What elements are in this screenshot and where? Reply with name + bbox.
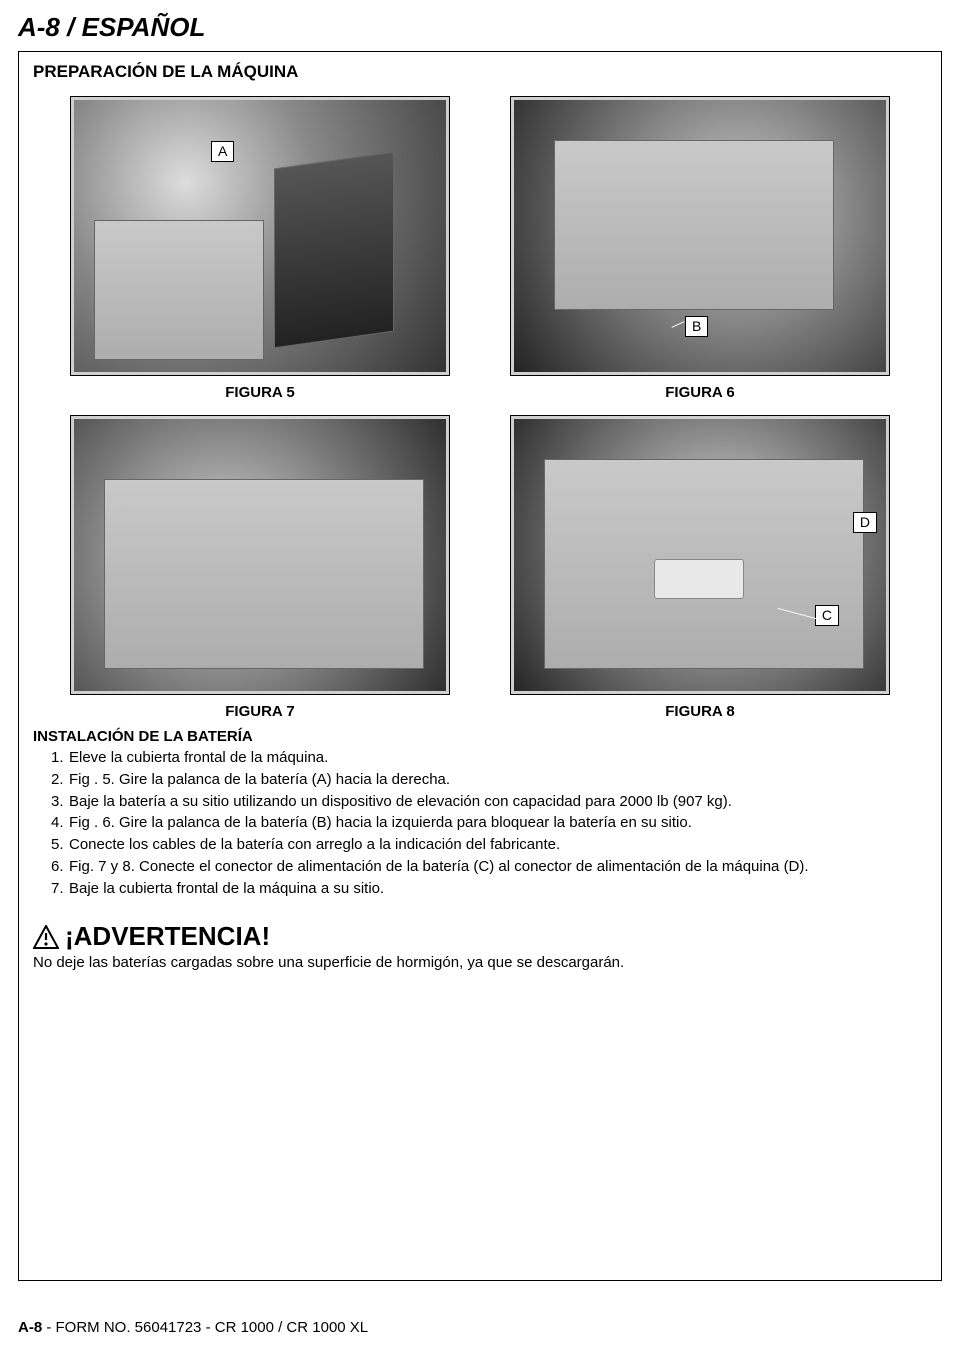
content-box: PREPARACIÓN DE LA MÁQUINA A FIGURA 5 B F… [18,51,942,1281]
figure-5-photo [74,100,446,372]
figure-7-caption: FIGURA 7 [70,703,450,720]
figure-8-block: D C FIGURA 8 [510,415,890,720]
figure-5-label-a: A [211,141,234,162]
warning-title-text: ¡ADVERTENCIA! [65,921,270,952]
figure-6-block: B FIGURA 6 [510,96,890,401]
figure-8-label-c: C [815,605,839,626]
step-5: 5.Conecte los cables de la batería con a… [33,834,927,856]
step-1-num: 1. [33,747,69,769]
warning-title-row: ¡ADVERTENCIA! [33,921,927,952]
step-2: 2.Fig . 5. Gire la palanca de la batería… [33,769,927,791]
step-4-text: Fig . 6. Gire la palanca de la batería (… [69,812,692,834]
step-5-text: Conecte los cables de la batería con arr… [69,834,560,856]
step-3-text: Baje la batería a su sitio utilizando un… [69,791,732,813]
step-6-num: 6. [33,856,69,878]
figure-5-block: A FIGURA 5 [70,96,450,401]
footer-page-ref: A-8 [18,1319,42,1336]
instructions-list: 1.Eleve la cubierta frontal de la máquin… [33,747,927,899]
figure-7-block: FIGURA 7 [70,415,450,720]
instructions-title: INSTALACIÓN DE LA BATERÍA [33,728,927,745]
figure-5-image: A [70,96,450,376]
figure-8-photo [514,419,886,691]
step-2-num: 2. [33,769,69,791]
figure-8-caption: FIGURA 8 [510,703,890,720]
step-3: 3.Baje la batería a su sitio utilizando … [33,791,927,813]
figure-7-image [70,415,450,695]
warning-block: ¡ADVERTENCIA! No deje las baterías carga… [33,921,927,971]
warning-triangle-icon [33,925,59,949]
section-title: PREPARACIÓN DE LA MÁQUINA [33,62,927,82]
step-7: 7.Baje la cubierta frontal de la máquina… [33,878,927,900]
step-6: 6.Fig. 7 y 8. Conecte el conector de ali… [33,856,927,878]
figure-6-label-b: B [685,316,708,337]
step-7-num: 7. [33,878,69,900]
step-4: 4.Fig . 6. Gire la palanca de la batería… [33,812,927,834]
figure-row-1: A FIGURA 5 B FIGURA 6 [33,96,927,401]
step-1-text: Eleve la cubierta frontal de la máquina. [69,747,328,769]
figure-8-label-d: D [853,512,877,533]
step-6-text: Fig. 7 y 8. Conecte el conector de alime… [69,856,809,878]
page-footer: A-8 - FORM NO. 56041723 - CR 1000 / CR 1… [18,1319,368,1336]
step-4-num: 4. [33,812,69,834]
figure-6-image: B [510,96,890,376]
page-header: A-8 / ESPAÑOL [18,12,942,43]
figure-5-caption: FIGURA 5 [70,384,450,401]
step-2-text: Fig . 5. Gire la palanca de la batería (… [69,769,450,791]
step-7-text: Baje la cubierta frontal de la máquina a… [69,878,384,900]
step-1: 1.Eleve la cubierta frontal de la máquin… [33,747,927,769]
footer-rest: - FORM NO. 56041723 - CR 1000 / CR 1000 … [42,1319,368,1336]
figure-7-photo [74,419,446,691]
warning-body: No deje las baterías cargadas sobre una … [33,954,927,971]
figure-8-image: D C [510,415,890,695]
figure-row-2: FIGURA 7 D C FIGURA 8 [33,415,927,720]
step-5-num: 5. [33,834,69,856]
figure-6-caption: FIGURA 6 [510,384,890,401]
step-3-num: 3. [33,791,69,813]
